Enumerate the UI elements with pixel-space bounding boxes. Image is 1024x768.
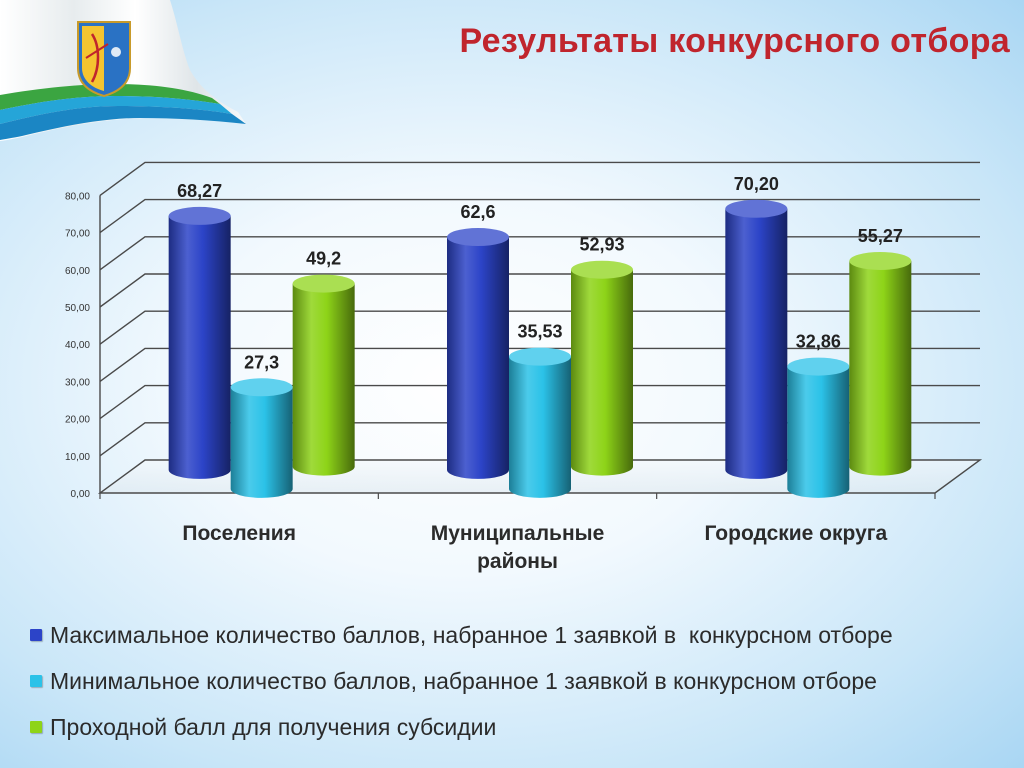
- kirov-region-flag-icon: [0, 0, 246, 141]
- gridline: [99, 161, 980, 196]
- legend-label-passing: Проходной балл для получения субсидии: [50, 713, 497, 740]
- category-label: Городские округа: [704, 522, 887, 545]
- bar-top: [509, 347, 571, 366]
- gridline: [99, 236, 980, 271]
- gridline: [99, 384, 980, 420]
- bar-body: [292, 283, 355, 476]
- bar-top: [725, 199, 788, 218]
- gridline: [99, 310, 980, 345]
- legend-swatch-passing: [30, 721, 42, 733]
- data-label: 55,27: [858, 226, 903, 246]
- bar-body: [725, 208, 788, 479]
- y-tick-label: 30,00: [65, 377, 90, 388]
- y-tick-label: 0,00: [71, 489, 91, 500]
- y-tick-label: 80,00: [65, 191, 90, 202]
- data-label: 49,2: [306, 249, 341, 269]
- gridline: [99, 273, 980, 308]
- legend-label-min: Минимальное количество баллов, набранное…: [50, 667, 877, 694]
- chart-legend: Максимальное количество баллов, набранно…: [30, 612, 893, 750]
- bar-body: [509, 356, 571, 498]
- data-label: 35,53: [517, 322, 562, 342]
- y-tick-label: 50,00: [65, 303, 90, 314]
- y-tick-label: 10,00: [65, 452, 90, 463]
- bar-top: [571, 260, 633, 279]
- data-label: 52,93: [579, 235, 624, 255]
- bar-chart: 0,00 10,00 20,00 30,00 40,00 50,00 60,00 70,00 8…: [65, 161, 983, 573]
- x-axis: Поселения Муниципальные районы Городские ок…: [182, 522, 887, 573]
- data-label: 27,3: [244, 352, 279, 372]
- data-label: 70,20: [734, 174, 779, 194]
- legend-item-passing: Проходной балл для получения субсидии: [30, 704, 893, 750]
- bar-body: [571, 269, 633, 476]
- legend-swatch-min: [30, 675, 42, 687]
- data-labels: 68,27 27,3 49,2 62,6 35,53 52,93 70,20 32,86 55,…: [177, 174, 903, 373]
- legend-item-min: Минимальное количество баллов, набранное…: [30, 658, 893, 704]
- data-label: 68,27: [177, 181, 222, 201]
- gridline: [99, 198, 980, 234]
- bar-top: [292, 274, 355, 293]
- y-tick-label: 60,00: [65, 266, 90, 277]
- bar-top: [168, 206, 231, 225]
- legend-label-max: Максимальное количество баллов, набранно…: [50, 621, 893, 648]
- bar-body: [787, 366, 850, 498]
- legend-swatch-max: [30, 629, 42, 641]
- y-axis: 0,00 10,00 20,00 30,00 40,00 50,00 60,00 70,00 8…: [65, 191, 936, 500]
- bar-body: [168, 215, 231, 479]
- category-label: Поселения: [182, 522, 296, 545]
- data-label: 62,6: [460, 202, 495, 222]
- y-tick-label: 20,00: [65, 415, 90, 426]
- bar-top: [447, 228, 509, 247]
- bar-top: [849, 251, 912, 270]
- legend-item-max: Максимальное количество баллов, набранно…: [30, 612, 893, 658]
- data-label: 32,86: [796, 332, 841, 352]
- bar-top: [230, 378, 293, 397]
- y-tick-label: 40,00: [65, 340, 90, 351]
- gridline: [99, 422, 980, 457]
- bar-body: [849, 260, 912, 476]
- y-tick-label: 70,00: [65, 229, 90, 240]
- bar-top: [787, 357, 850, 376]
- gridline: [99, 347, 980, 382]
- chart-bars: [168, 199, 912, 498]
- page-title: Результаты конкурсного отбора: [459, 22, 1010, 60]
- bar-body: [230, 387, 293, 498]
- category-label: Муниципальные районы: [431, 522, 605, 573]
- bar-body: [447, 237, 509, 479]
